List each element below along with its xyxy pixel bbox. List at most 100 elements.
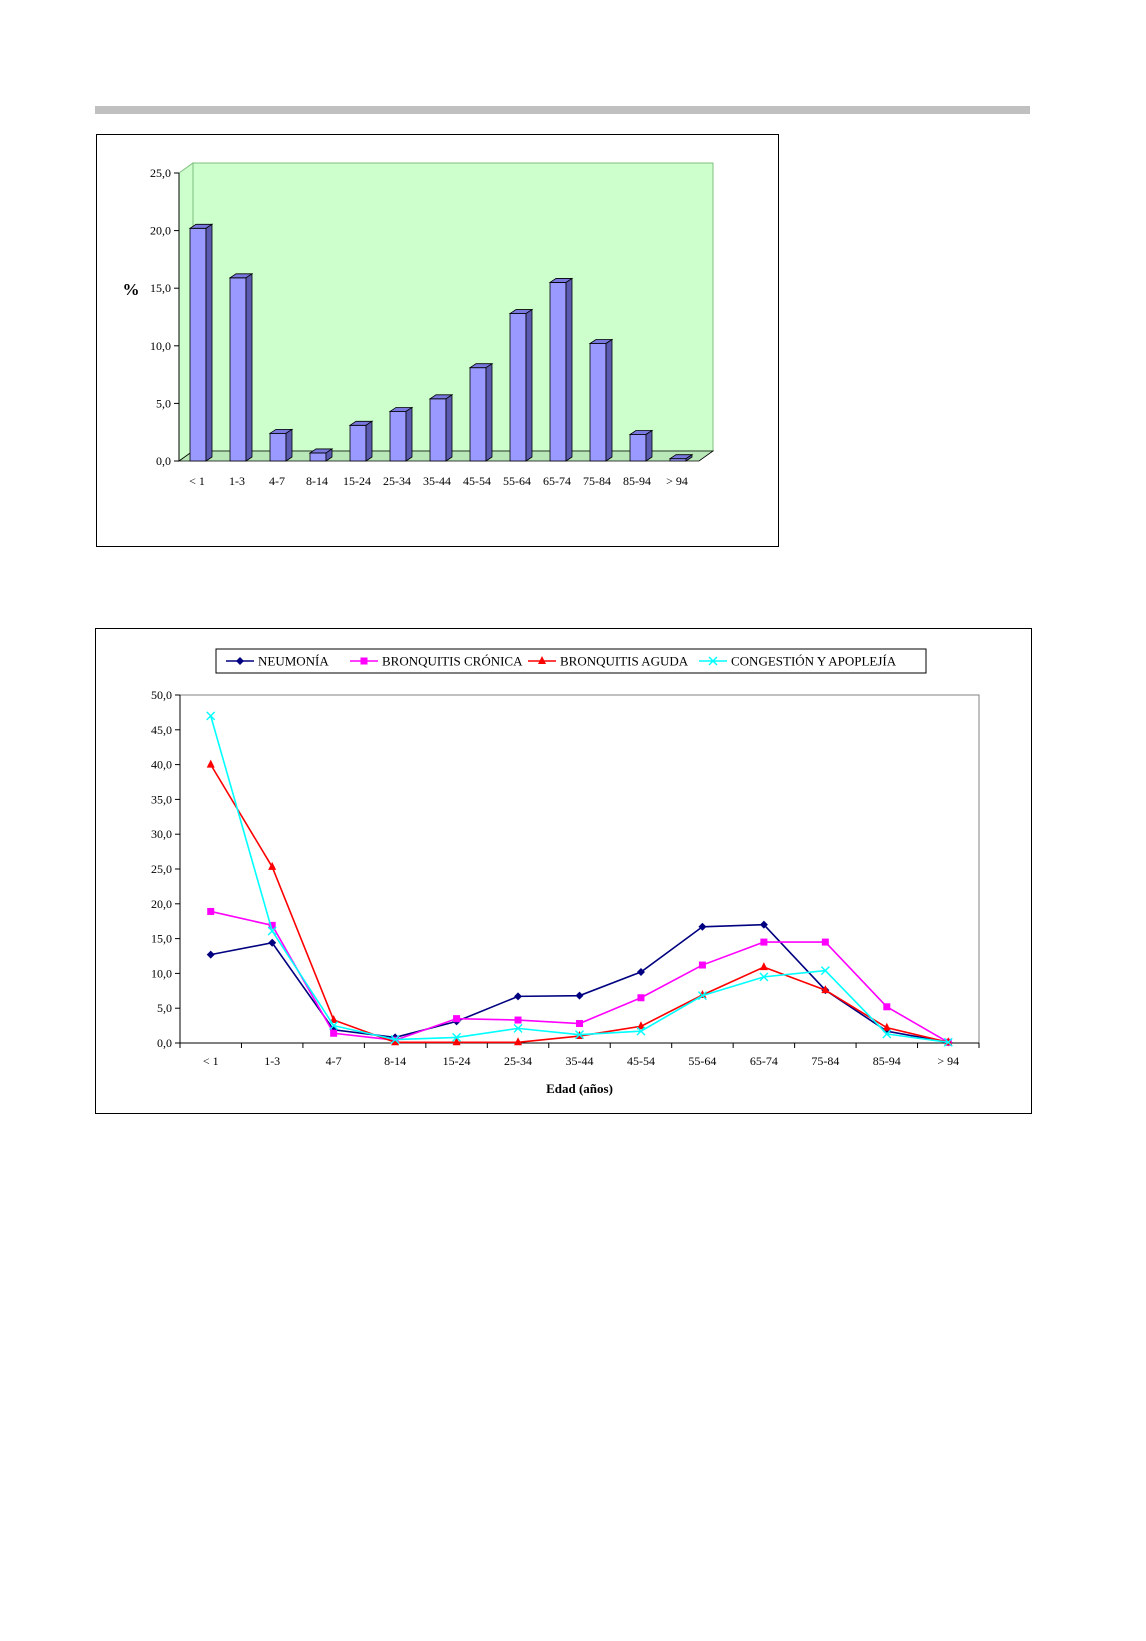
line-y-tick-label: 25,0	[151, 862, 172, 876]
line-point	[882, 1027, 891, 1036]
bar-front-face	[629, 434, 647, 462]
line-point	[697, 991, 707, 1001]
header-rule	[95, 106, 1030, 114]
legend-label: CONGESTIÓN Y APOPLEJÍA	[731, 654, 897, 669]
line-point-stroke	[575, 1030, 584, 1040]
line-point	[268, 938, 277, 947]
bar-x-tick-label: 75-84	[583, 474, 611, 488]
line-x-tick-label: 45-54	[627, 1054, 655, 1068]
bar-chart: 0,0 5,0 10,0 15,0 20,0 25,0% < 1 1-3 4-7 8-14 15-2…	[123, 162, 715, 488]
line-x-tick-label: 15-24	[443, 1054, 471, 1068]
line-point	[206, 759, 215, 768]
bar	[508, 308, 534, 462]
line-y-tick-label: 15,0	[151, 932, 172, 946]
line-point	[452, 1032, 462, 1042]
line-point	[391, 1037, 400, 1046]
line-point	[514, 1037, 523, 1046]
line-x-tick-label: 85-94	[873, 1054, 901, 1068]
line-point	[452, 1037, 461, 1046]
bar-x-tick-label: 25-34	[383, 474, 411, 488]
line-point-stroke	[390, 1035, 400, 1045]
line-point	[882, 1029, 892, 1039]
line-point	[329, 1015, 338, 1024]
legend-item: BRONQUITIS CRÓNICA	[350, 654, 523, 669]
line-point	[636, 1026, 646, 1036]
bar-x-tick-label: 45-54	[463, 474, 491, 488]
line-x-tick-label: 8-14	[384, 1054, 406, 1068]
line-point	[759, 972, 769, 982]
line-point	[576, 1020, 583, 1028]
line-point-stroke	[329, 1021, 339, 1031]
bar-x-tick-label: < 1	[189, 474, 205, 488]
line-point-stroke	[697, 991, 707, 1001]
line-point	[513, 1023, 523, 1033]
bar-side-face	[245, 273, 253, 462]
bar-side-face	[405, 406, 413, 462]
line-point	[944, 1037, 953, 1046]
bar	[428, 394, 454, 462]
line-point	[943, 1037, 953, 1047]
line-point-stroke	[206, 711, 216, 721]
bar-front-face	[189, 227, 207, 462]
bar	[228, 273, 254, 462]
line-point	[538, 656, 546, 664]
line-x-axis-label: Edad (años)	[546, 1081, 613, 1096]
line-x-tick-label: > 94	[937, 1054, 959, 1068]
line-point-stroke	[820, 966, 830, 976]
bar-front-face	[389, 411, 407, 462]
bar-side-face	[685, 453, 693, 462]
line-y-tick-label: 5,0	[157, 1001, 172, 1015]
legend-box	[215, 648, 927, 674]
bar-front-face	[589, 343, 607, 462]
line-point-stroke	[452, 1032, 462, 1042]
bar-y-tick-label: 20,0	[150, 224, 171, 238]
bar	[588, 338, 614, 462]
line-y-tick-label: 45,0	[151, 723, 172, 737]
line-point	[821, 938, 829, 946]
line-point-stroke	[267, 926, 277, 936]
bar	[548, 277, 574, 462]
legend-label: BRONQUITIS AGUDA	[560, 654, 689, 669]
line-point-stroke	[513, 1023, 523, 1033]
line-point-stroke	[943, 1037, 953, 1047]
bar-side-face	[445, 394, 453, 462]
bar-x-tick-label: 1-3	[229, 474, 245, 488]
legend-item: CONGESTIÓN Y APOPLEJÍA	[699, 654, 897, 669]
line-point	[206, 711, 216, 721]
legend-item: BRONQUITIS AGUDA	[528, 654, 689, 669]
line-point	[698, 922, 707, 931]
bar-side-face	[525, 308, 533, 462]
line-point	[330, 1029, 338, 1037]
bar-front-face	[309, 452, 327, 462]
line-plot-area	[179, 694, 980, 1044]
line-point	[636, 968, 645, 977]
line-x-tick-label: 35-44	[566, 1054, 594, 1068]
legend-label: NEUMONÍA	[258, 654, 329, 669]
bar	[188, 223, 214, 462]
line-point-stroke	[882, 1029, 892, 1039]
line-series	[206, 711, 953, 1047]
line-point	[759, 920, 768, 929]
line-point-stroke	[759, 972, 769, 982]
bar-x-tick-label: 15-24	[343, 474, 371, 488]
bar-side-face	[645, 429, 653, 462]
bar-x-tick-label: 4-7	[269, 474, 285, 488]
bar-side-face	[205, 223, 213, 462]
line-x-tick-label: 4-7	[326, 1054, 342, 1068]
bar	[628, 429, 654, 462]
line-point	[883, 1003, 891, 1011]
line-point	[207, 907, 215, 915]
bar-y-tick-label: 5,0	[156, 396, 171, 410]
bar-side-face	[485, 362, 493, 462]
line-point	[759, 962, 768, 971]
line-x-tick-label: 65-74	[750, 1054, 778, 1068]
bar-front-face	[469, 367, 487, 462]
bar-side-face	[365, 420, 373, 462]
line-point	[820, 966, 830, 976]
line-point	[236, 657, 244, 665]
bar-front-face	[269, 432, 287, 462]
line-point	[708, 656, 718, 666]
bar-y-axis-label: %	[123, 280, 140, 299]
line-point	[636, 1021, 645, 1030]
bar	[668, 453, 694, 462]
